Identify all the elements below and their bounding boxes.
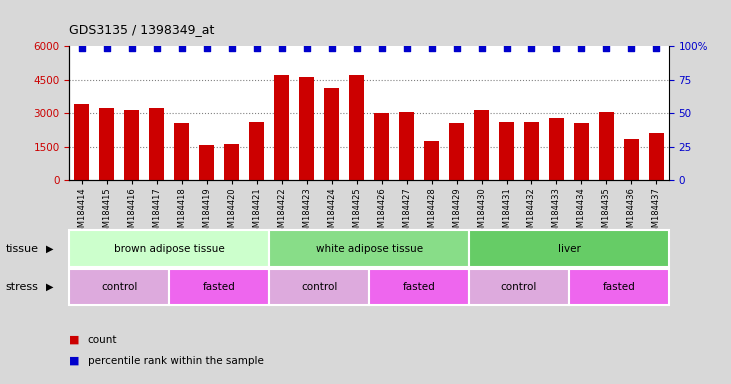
Text: white adipose tissue: white adipose tissue (316, 243, 423, 254)
Bar (499, 122, 514, 180)
Point (651, 45, 662, 51)
Point (376, 45, 387, 51)
Bar (124, 110, 140, 180)
Bar (574, 123, 589, 180)
Bar (224, 144, 239, 180)
Point (301, 45, 313, 51)
Text: control: control (501, 282, 537, 292)
Text: ▶: ▶ (46, 282, 53, 292)
Text: percentile rank within the sample: percentile rank within the sample (88, 356, 264, 366)
Bar (399, 112, 414, 180)
Text: liver: liver (558, 243, 580, 254)
Bar (349, 75, 364, 180)
Point (201, 45, 213, 51)
Point (601, 45, 613, 51)
Text: GDS3135 / 1398349_at: GDS3135 / 1398349_at (69, 23, 215, 36)
Bar (269, 269, 369, 305)
Bar (624, 139, 639, 180)
Bar (149, 108, 164, 180)
Text: fasted: fasted (602, 282, 635, 292)
Bar (324, 88, 339, 180)
Bar (99, 108, 114, 180)
Text: ■: ■ (69, 335, 80, 345)
Point (550, 45, 562, 51)
Point (251, 45, 262, 51)
Bar (649, 134, 664, 180)
Bar (75, 104, 89, 180)
Bar (274, 75, 289, 180)
Bar (249, 122, 264, 180)
Bar (569, 269, 669, 305)
Text: control: control (101, 282, 137, 292)
Text: brown adipose tissue: brown adipose tissue (114, 243, 224, 254)
Point (276, 45, 287, 51)
Bar (449, 123, 464, 180)
Point (351, 45, 363, 51)
Bar (69, 269, 170, 305)
Point (226, 45, 238, 51)
Point (476, 45, 488, 51)
Point (126, 45, 137, 51)
Bar (69, 230, 269, 267)
Bar (524, 122, 539, 180)
Text: control: control (301, 282, 338, 292)
Point (451, 45, 463, 51)
Bar (469, 269, 569, 305)
Point (176, 45, 188, 51)
Point (151, 45, 163, 51)
Point (575, 45, 587, 51)
Bar (369, 269, 469, 305)
Bar (200, 145, 214, 180)
Text: fasted: fasted (403, 282, 436, 292)
Text: ▶: ▶ (46, 243, 53, 254)
Point (326, 45, 338, 51)
Bar (374, 113, 389, 180)
Bar (424, 141, 439, 180)
Bar (599, 112, 614, 180)
Point (425, 45, 437, 51)
Bar (299, 78, 314, 180)
Point (401, 45, 412, 51)
Text: count: count (88, 335, 117, 345)
Text: fasted: fasted (203, 282, 235, 292)
Bar (469, 230, 669, 267)
Text: stress: stress (6, 282, 39, 292)
Point (76, 45, 88, 51)
Point (626, 45, 637, 51)
Bar (474, 110, 489, 180)
Bar (269, 230, 469, 267)
Text: ■: ■ (69, 356, 80, 366)
Point (101, 45, 113, 51)
Point (526, 45, 537, 51)
Bar (175, 123, 189, 180)
Bar (549, 118, 564, 180)
Point (501, 45, 512, 51)
Text: tissue: tissue (6, 243, 39, 254)
Bar (170, 269, 269, 305)
